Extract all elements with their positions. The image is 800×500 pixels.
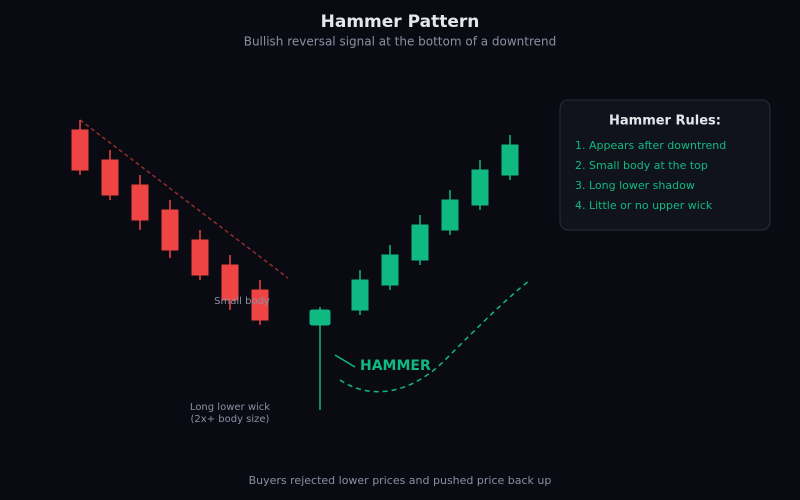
rule-item: 2. Small body at the top — [575, 159, 708, 172]
rule-item: 1. Appears after downtrend — [575, 139, 726, 152]
rule-item: 4. Little or no upper wick — [575, 199, 713, 212]
subtitle: Bullish reversal signal at the bottom of… — [244, 35, 557, 49]
candle-body — [351, 279, 369, 311]
reversal-curve — [339, 279, 531, 393]
hammer-candle — [309, 307, 331, 410]
pointer — [334, 354, 356, 368]
bullish-candles — [351, 135, 519, 315]
candle-body — [471, 169, 489, 206]
hammer-label: HAMMER — [360, 358, 431, 374]
candle-body — [309, 309, 331, 326]
candle-body — [221, 264, 239, 301]
candle-body — [501, 144, 519, 176]
long-wick-label: Long lower wick — [190, 402, 270, 413]
candle-body — [411, 224, 429, 261]
candle-body — [71, 129, 89, 171]
footer: Buyers rejected lower prices and pushed … — [249, 474, 552, 487]
candle-body — [381, 254, 399, 286]
downtrend-line — [79, 119, 289, 279]
rules-box — [559, 99, 771, 231]
long-wick-note: (2x+ body size) — [191, 414, 270, 425]
title: Hammer Pattern — [321, 12, 480, 32]
candle-body — [101, 159, 119, 196]
rules-title: Hammer Rules: — [609, 114, 721, 129]
candle-body — [131, 184, 149, 221]
candle-body — [191, 239, 209, 276]
rule-item: 3. Long lower shadow — [575, 179, 695, 192]
candle-body — [251, 289, 269, 321]
candle-body — [161, 209, 179, 251]
small-body-label: Small body — [214, 296, 270, 307]
bearish-candles — [71, 120, 269, 325]
candle-body — [441, 199, 459, 231]
